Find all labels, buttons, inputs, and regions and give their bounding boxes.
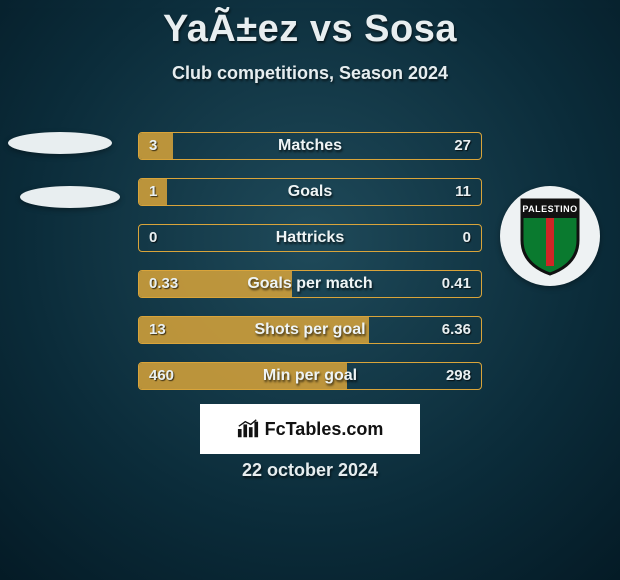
player-left-club-placeholder — [20, 186, 120, 208]
stat-row: 111Goals — [138, 178, 482, 206]
stat-value-right: 6.36 — [442, 317, 471, 343]
stat-bar-left-fill — [139, 317, 369, 343]
stat-value-right: 27 — [454, 133, 471, 159]
date-text: 22 october 2024 — [0, 460, 620, 481]
stat-value-left: 0 — [149, 225, 157, 251]
stat-value-right: 0.41 — [442, 271, 471, 297]
stats-bars: 327Matches111Goals00Hattricks0.330.41Goa… — [138, 132, 482, 408]
stat-row: 3 27Matches — [138, 132, 482, 160]
subtitle: Club competitions, Season 2024 — [0, 63, 620, 84]
stat-row: 460298Min per goal — [138, 362, 482, 390]
stat-value-right: 298 — [446, 363, 471, 389]
stat-value-right: 11 — [455, 179, 471, 205]
stat-value-left: 0.33 — [149, 271, 178, 297]
stat-label: Goals — [139, 179, 481, 205]
brand-chart-icon — [237, 419, 259, 439]
stat-value-left: 1 — [149, 179, 157, 205]
stat-value-right: 0 — [463, 225, 471, 251]
club-shield-icon: PALESTINO — [518, 196, 582, 276]
stat-row: 136.36Shots per goal — [138, 316, 482, 344]
stat-value-left: 13 — [149, 317, 166, 343]
stat-row: 0 0Hattricks — [138, 224, 482, 252]
stat-row: 0.330.41Goals per match — [138, 270, 482, 298]
stat-label: Hattricks — [139, 225, 481, 251]
club-shield-text: PALESTINO — [518, 204, 582, 214]
page-title: YaÃ±ez vs Sosa — [0, 8, 620, 51]
stat-value-left: 3 — [149, 133, 157, 159]
brand-text: FcTables.com — [265, 419, 384, 440]
player-right-club-logo: PALESTINO — [500, 186, 600, 286]
brand-bar: FcTables.com — [200, 404, 420, 454]
stat-label: Matches — [139, 133, 481, 159]
player-left-avatar-placeholder — [8, 132, 112, 154]
stat-value-left: 460 — [149, 363, 174, 389]
